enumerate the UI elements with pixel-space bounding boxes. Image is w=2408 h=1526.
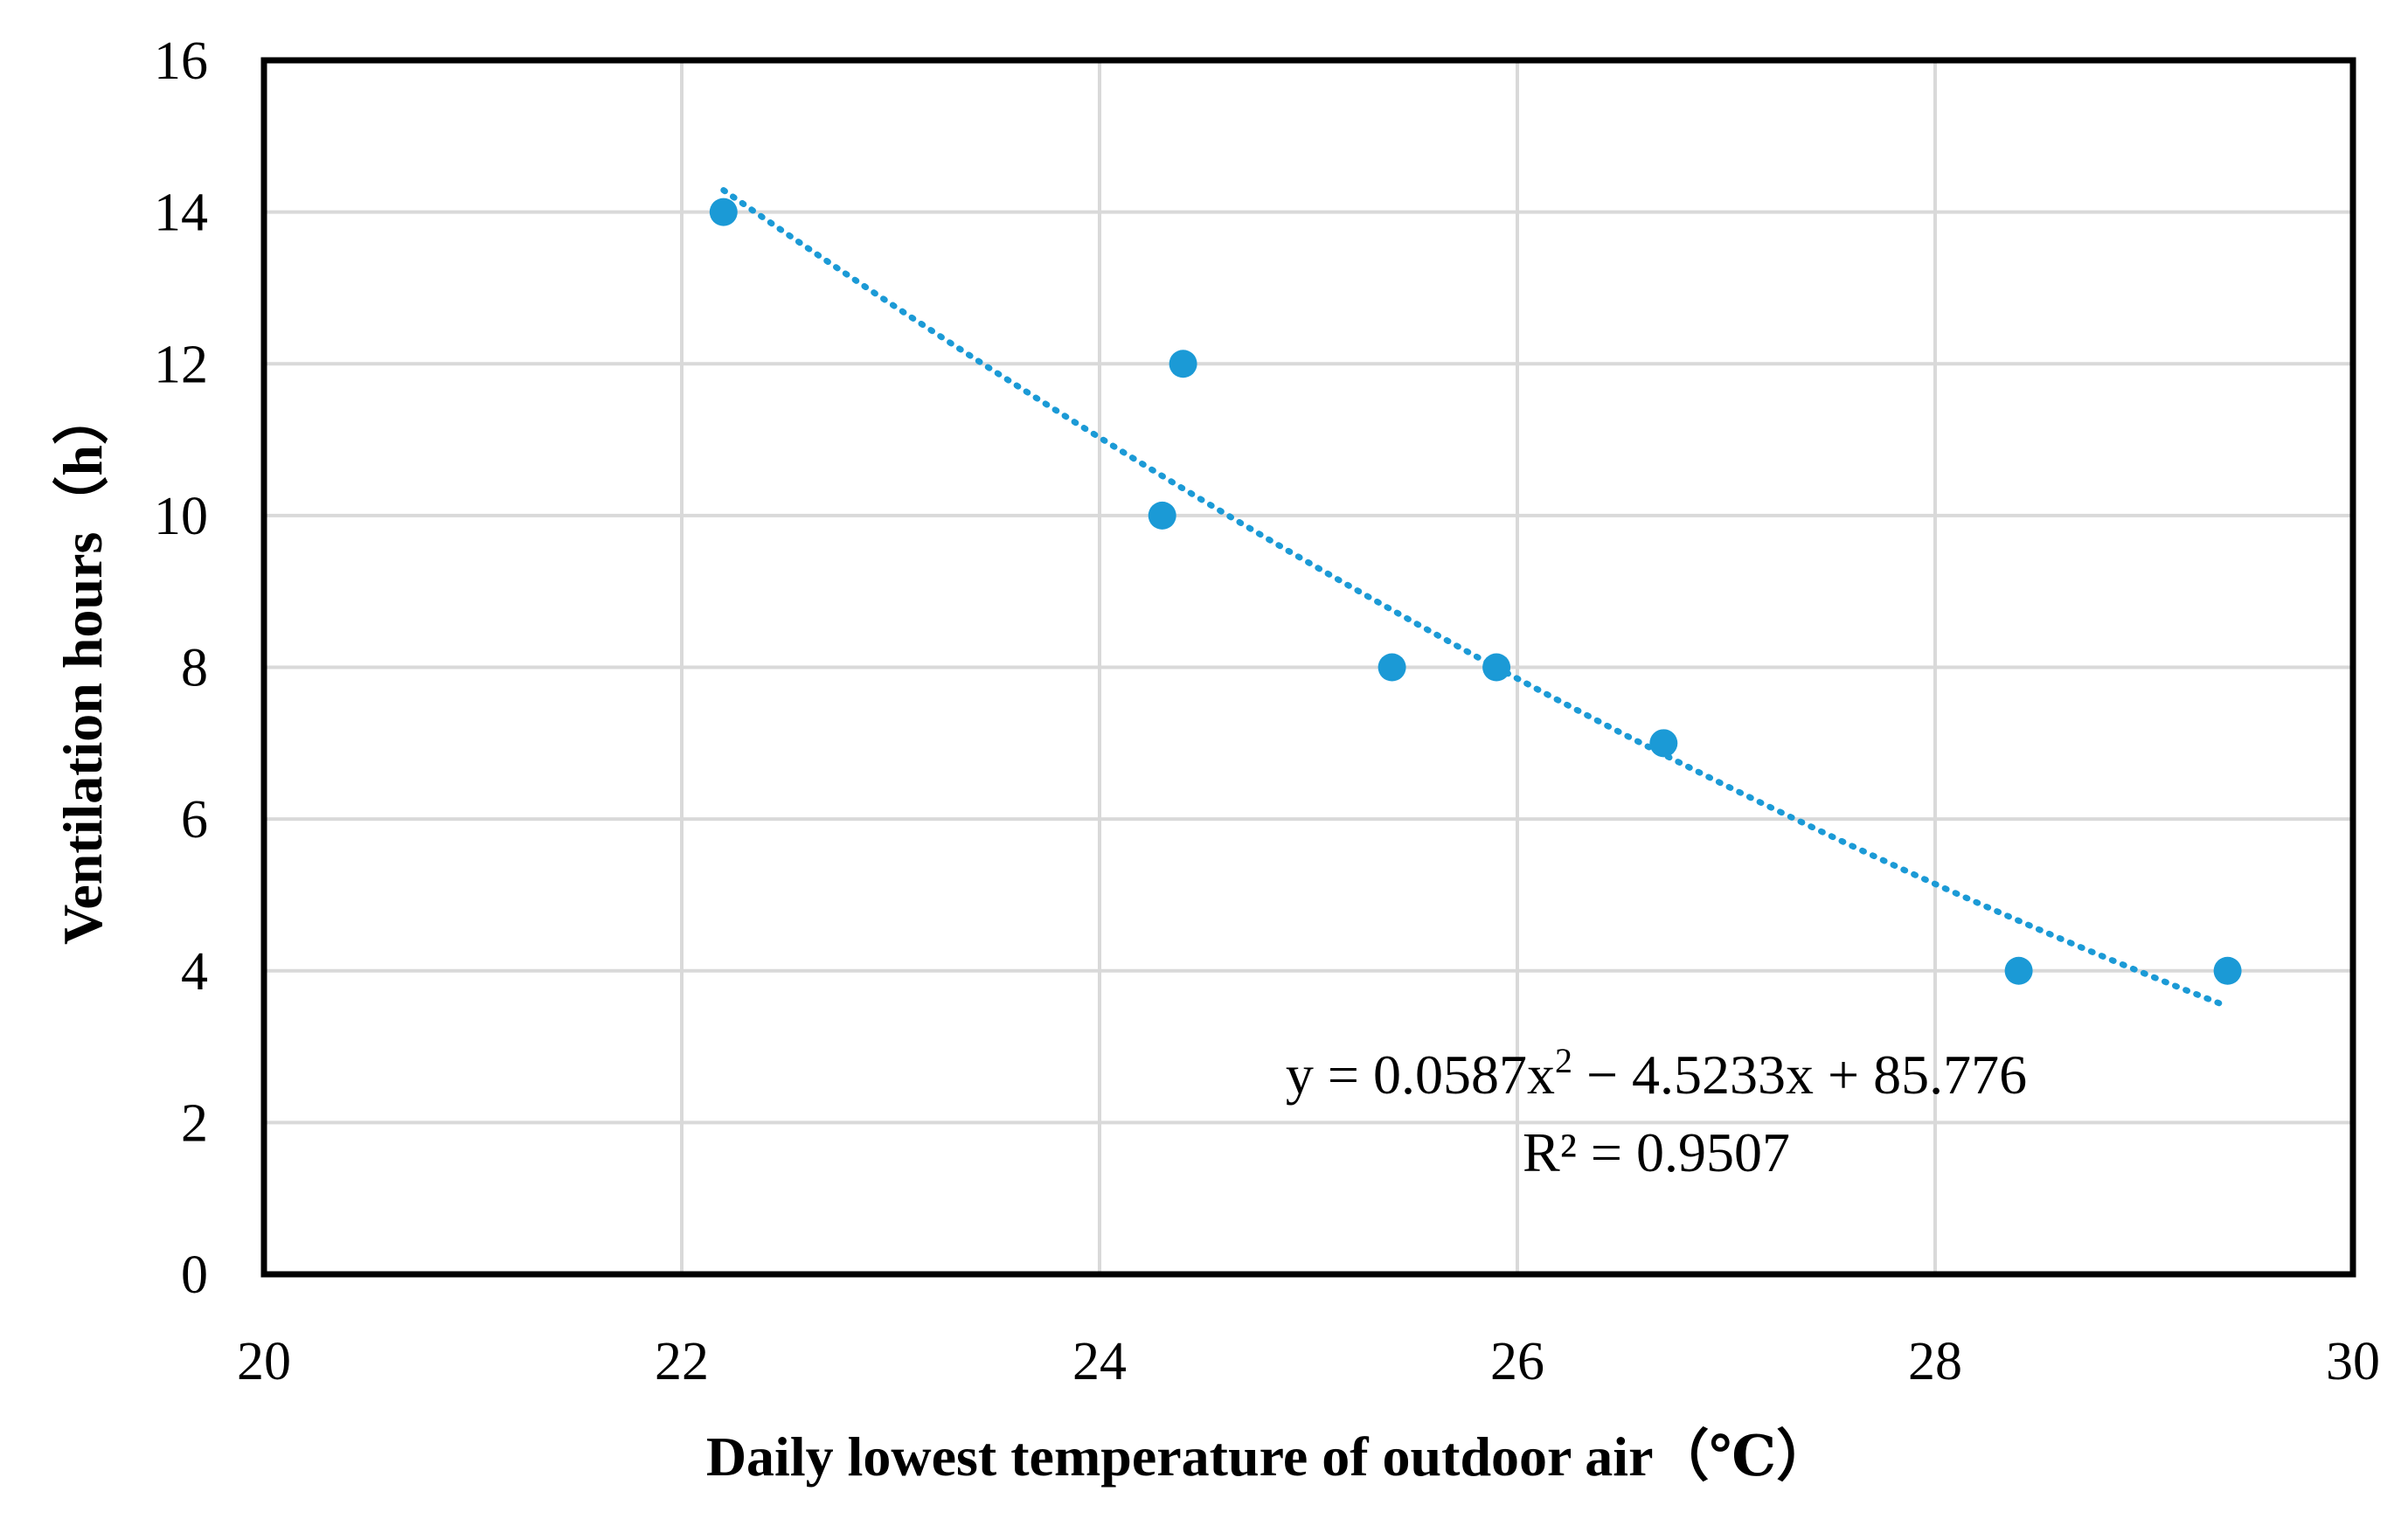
y-tick-label-8: 16 (154, 31, 208, 91)
y-tick-label-5: 10 (154, 487, 208, 546)
y-tick-label-3: 6 (181, 790, 208, 850)
data-point-0-1 (1148, 501, 1176, 530)
x-tick-label-0: 20 (237, 1332, 291, 1391)
r-squared-label: R² = 0.9507 (1523, 1121, 1790, 1183)
plot-area-border (260, 57, 2356, 1278)
data-point-0-0 (709, 198, 738, 226)
trendline-equation: y = 0.0587x2 − 4.5233x + 85.776 (1286, 1041, 2027, 1106)
data-point-0-3 (1377, 653, 1406, 682)
y-axis-tick-labels: 0 2 4 6 8 10 12 14 16 (154, 31, 208, 1305)
data-point-0-2 (1169, 350, 1197, 378)
y-tick-label-6: 12 (154, 335, 208, 394)
data-point-0-4 (1482, 653, 1511, 682)
x-tick-label-5: 30 (2326, 1332, 2380, 1391)
x-axis-title: Daily lowest temperature of outdoor air（… (706, 1425, 1832, 1488)
y-tick-label-4: 8 (181, 639, 208, 698)
data-point-0-6 (2004, 956, 2033, 985)
x-axis-tick-labels: 20 22 24 26 28 30 (237, 1332, 2380, 1391)
data-point-0-7 (2213, 956, 2242, 985)
x-tick-label-2: 24 (1072, 1332, 1127, 1391)
data-point-0-5 (1649, 729, 1678, 758)
x-tick-label-4: 28 (1908, 1332, 1962, 1391)
x-tick-label-1: 22 (655, 1332, 709, 1391)
y-tick-label-7: 14 (154, 184, 208, 243)
trendline (720, 187, 2231, 1010)
y-tick-label-2: 4 (181, 942, 208, 1002)
x-tick-label-3: 26 (1490, 1332, 1544, 1391)
y-tick-label-0: 0 (181, 1245, 208, 1305)
data-points (709, 198, 2242, 985)
gridlines (264, 60, 2353, 1274)
y-axis-title: Ventilation hours（h） (52, 389, 114, 945)
y-tick-label-1: 2 (181, 1093, 208, 1153)
